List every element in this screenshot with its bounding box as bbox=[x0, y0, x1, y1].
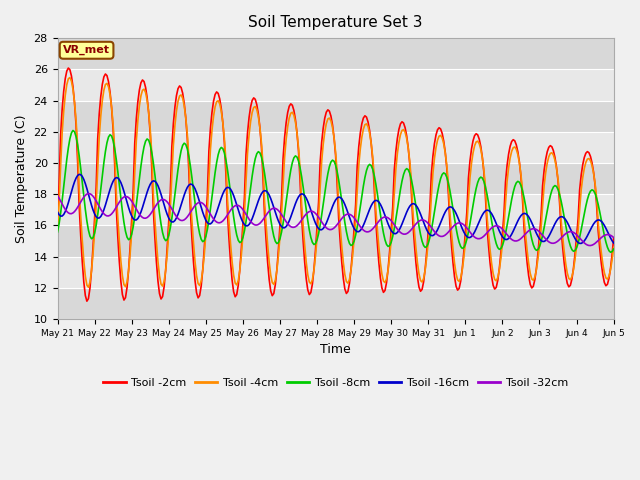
Tsoil -2cm bbox=[83, 298, 91, 304]
Tsoil -32cm bbox=[390, 222, 398, 228]
Tsoil -2cm bbox=[70, 100, 78, 106]
Tsoil -4cm bbox=[160, 278, 168, 284]
Tsoil -4cm bbox=[392, 167, 399, 172]
Line: Tsoil -16cm: Tsoil -16cm bbox=[58, 174, 614, 243]
Tsoil -32cm bbox=[372, 222, 380, 228]
Line: Tsoil -2cm: Tsoil -2cm bbox=[58, 68, 614, 301]
Legend: Tsoil -2cm, Tsoil -4cm, Tsoil -8cm, Tsoil -16cm, Tsoil -32cm: Tsoil -2cm, Tsoil -4cm, Tsoil -8cm, Tsoi… bbox=[99, 373, 572, 392]
Title: Soil Temperature Set 3: Soil Temperature Set 3 bbox=[248, 15, 423, 30]
Tsoil -2cm bbox=[160, 284, 168, 289]
Tsoil -8cm bbox=[70, 129, 78, 135]
Tsoil -16cm bbox=[543, 236, 551, 242]
Bar bbox=[58, 257, 614, 288]
Tsoil -16cm bbox=[403, 209, 410, 215]
Tsoil -32cm bbox=[159, 196, 166, 202]
Tsoil -4cm bbox=[545, 154, 552, 160]
Tsoil -16cm bbox=[54, 209, 61, 215]
Tsoil -2cm bbox=[374, 240, 381, 245]
Bar bbox=[58, 100, 614, 132]
Bar bbox=[58, 163, 614, 194]
Tsoil -8cm bbox=[159, 230, 166, 236]
Tsoil -2cm bbox=[545, 144, 552, 150]
Bar bbox=[58, 132, 614, 163]
Tsoil -8cm bbox=[543, 208, 551, 214]
Tsoil -32cm bbox=[610, 235, 618, 240]
Bar bbox=[58, 38, 614, 69]
Bar bbox=[58, 288, 614, 319]
Bar bbox=[58, 69, 614, 100]
Tsoil -4cm bbox=[70, 99, 78, 105]
Tsoil -32cm bbox=[69, 210, 77, 216]
Tsoil -2cm bbox=[65, 65, 72, 71]
Tsoil -4cm bbox=[404, 145, 412, 151]
Tsoil -8cm bbox=[390, 226, 398, 231]
Line: Tsoil -8cm: Tsoil -8cm bbox=[58, 131, 614, 252]
Tsoil -8cm bbox=[607, 249, 614, 255]
Tsoil -4cm bbox=[610, 244, 618, 250]
Tsoil -32cm bbox=[587, 243, 595, 249]
Bar bbox=[58, 226, 614, 257]
Tsoil -32cm bbox=[84, 191, 92, 196]
Tsoil -2cm bbox=[404, 144, 412, 150]
Tsoil -8cm bbox=[372, 180, 380, 186]
Y-axis label: Soil Temperature (C): Soil Temperature (C) bbox=[15, 114, 28, 243]
Tsoil -16cm bbox=[159, 197, 166, 203]
Tsoil -4cm bbox=[84, 284, 92, 290]
X-axis label: Time: Time bbox=[320, 343, 351, 356]
Tsoil -2cm bbox=[54, 214, 61, 220]
Tsoil -8cm bbox=[69, 128, 77, 133]
Text: VR_met: VR_met bbox=[63, 45, 110, 55]
Tsoil -16cm bbox=[69, 184, 77, 190]
Tsoil -32cm bbox=[403, 231, 410, 237]
Tsoil -4cm bbox=[54, 227, 61, 233]
Tsoil -32cm bbox=[54, 192, 61, 198]
Tsoil -16cm bbox=[372, 197, 380, 203]
Tsoil -8cm bbox=[610, 246, 618, 252]
Tsoil -8cm bbox=[54, 229, 61, 235]
Tsoil -16cm bbox=[576, 240, 584, 246]
Tsoil -2cm bbox=[610, 236, 618, 241]
Tsoil -4cm bbox=[374, 226, 381, 231]
Tsoil -2cm bbox=[392, 149, 399, 155]
Tsoil -16cm bbox=[610, 240, 618, 246]
Tsoil -16cm bbox=[76, 171, 83, 177]
Bar bbox=[58, 194, 614, 226]
Line: Tsoil -32cm: Tsoil -32cm bbox=[58, 193, 614, 246]
Tsoil -8cm bbox=[403, 166, 410, 171]
Line: Tsoil -4cm: Tsoil -4cm bbox=[58, 78, 614, 287]
Tsoil -16cm bbox=[390, 231, 398, 237]
Tsoil -4cm bbox=[66, 75, 74, 81]
Tsoil -32cm bbox=[543, 238, 551, 243]
